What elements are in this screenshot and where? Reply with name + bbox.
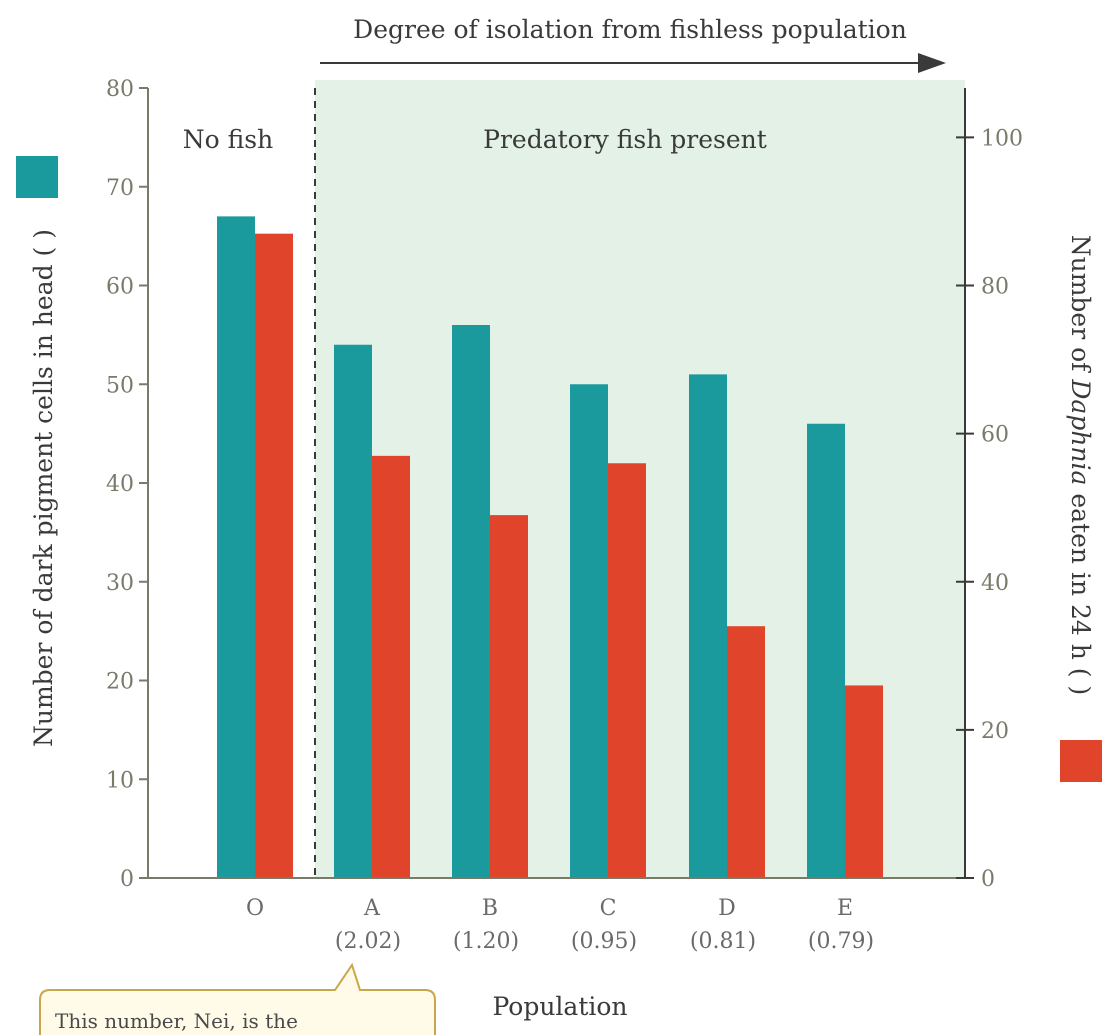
axes <box>39 53 974 1035</box>
bar-daphnia-d <box>727 626 765 878</box>
category-sublabel: (2.02) <box>335 929 401 954</box>
category-label: E <box>837 896 853 921</box>
left-tick-label: 80 <box>106 77 134 102</box>
bar-pigment-d <box>689 374 727 878</box>
bar-pigment-b <box>452 325 490 878</box>
plot-area <box>217 80 965 878</box>
right-tick-label: 100 <box>981 126 1023 151</box>
category-sublabel: (0.95) <box>571 929 637 954</box>
bar-pigment-a <box>334 344 372 878</box>
legend-swatch-red <box>1060 740 1102 782</box>
left-tick-label: 30 <box>106 571 134 596</box>
callout-text: This number, Nei, is the <box>55 1009 298 1033</box>
category-label: O <box>246 896 264 921</box>
bar-pigment-c <box>570 384 608 878</box>
left-tick-label: 40 <box>106 472 134 497</box>
bar-daphnia-b <box>490 515 528 878</box>
left-tick-label: 0 <box>120 867 134 892</box>
category-sublabel: (1.20) <box>453 929 519 954</box>
bar-pigment-o <box>217 216 255 878</box>
callout-box <box>39 962 436 1035</box>
chart-text: 0 10 20 30 40 50 60 70 80 0 20 40 60 80 100 O A (2.02) B (1… <box>16 15 1102 1033</box>
right-tick-label: 60 <box>981 423 1009 448</box>
right-axis-title: Number of Daphnia eaten in 24 h ( ) <box>1066 235 1095 696</box>
left-tick-label: 70 <box>106 176 134 201</box>
category-sublabel: (0.79) <box>808 929 874 954</box>
category-label: C <box>600 896 617 921</box>
legend-swatch-teal <box>16 156 58 198</box>
right-axis-title-group: Number of Daphnia eaten in 24 h ( ) <box>1060 235 1102 782</box>
category-label: D <box>718 896 736 921</box>
bar-pigment-e <box>807 423 845 878</box>
right-tick-label: 80 <box>981 275 1009 300</box>
category-sublabel: (0.81) <box>690 929 756 954</box>
no-fish-label: No fish <box>183 125 273 154</box>
category-label: A <box>363 896 381 921</box>
bar-daphnia-a <box>372 455 410 878</box>
bar-daphnia-c <box>608 463 646 878</box>
right-tick-label: 40 <box>981 571 1009 596</box>
left-tick-label: 50 <box>106 373 134 398</box>
bar-daphnia-o <box>255 233 293 878</box>
left-tick-label: 10 <box>106 768 134 793</box>
left-tick-label: 20 <box>106 670 134 695</box>
fish-present-label: Predatory fish present <box>483 125 767 154</box>
right-tick-label: 0 <box>981 867 995 892</box>
left-tick-label: 60 <box>106 275 134 300</box>
bar-daphnia-e <box>845 685 883 878</box>
right-tick-label: 20 <box>981 719 1009 744</box>
isolation-title: Degree of isolation from fishless popula… <box>353 15 907 44</box>
left-axis-title-group: Number of dark pigment cells in head ( ) <box>16 156 58 747</box>
left-axis-title: Number of dark pigment cells in head ( ) <box>29 229 58 747</box>
category-label: B <box>482 896 498 921</box>
x-axis-title: Population <box>492 992 627 1021</box>
